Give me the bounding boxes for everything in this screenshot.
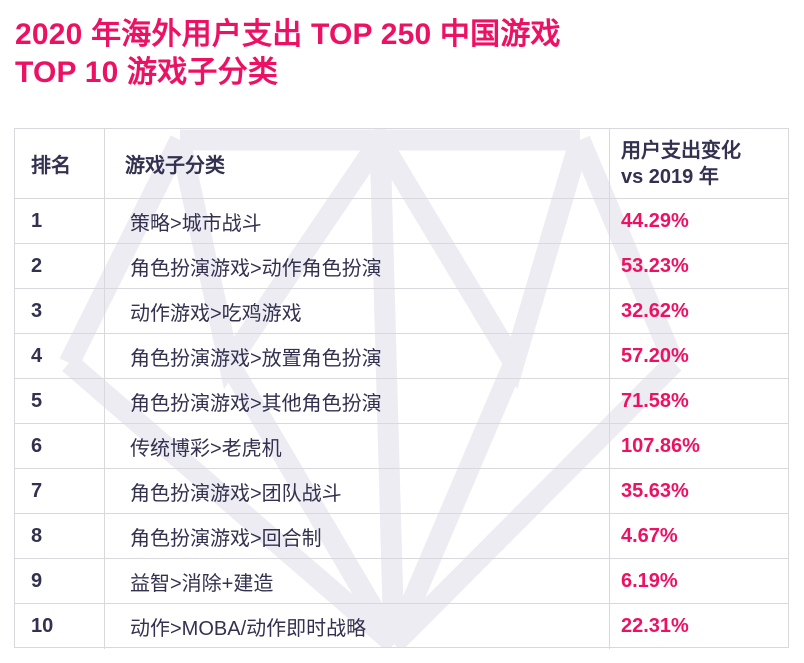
header-spend-change: 用户支出变化 vs 2019 年	[621, 139, 741, 188]
rank-cell: 2	[15, 244, 105, 288]
change-cell: 71.58%	[621, 389, 689, 412]
rank-cell: 1	[15, 199, 105, 243]
change-cell: 6.19%	[621, 569, 678, 592]
ranking-table: 排名 游戏子分类 用户支出变化 vs 2019 年 1 策略>城市战斗 44.2…	[14, 128, 789, 649]
table-row: 9 益智>消除+建造 6.19%	[15, 559, 788, 604]
table-row: 10 动作>MOBA/动作即时战略 22.31%	[15, 604, 788, 649]
change-cell: 4.67%	[621, 524, 678, 547]
table-row: 8 角色扮演游戏>回合制 4.67%	[15, 514, 788, 559]
change-cell: 35.63%	[621, 479, 689, 502]
change-cell: 44.29%	[621, 209, 689, 232]
table-header-row: 排名 游戏子分类 用户支出变化 vs 2019 年	[15, 129, 788, 199]
category-cell: 角色扮演游戏>动作角色扮演	[105, 244, 610, 288]
change-cell: 107.86%	[621, 434, 700, 457]
rank-cell: 5	[15, 379, 105, 423]
rank-cell: 6	[15, 424, 105, 468]
change-cell: 22.31%	[621, 615, 689, 637]
table-row: 3 动作游戏>吃鸡游戏 32.62%	[15, 289, 788, 334]
table-row: 6 传统博彩>老虎机 107.86%	[15, 424, 788, 469]
table-body: 1 策略>城市战斗 44.29% 2 角色扮演游戏>动作角色扮演 53.23% …	[15, 199, 788, 649]
category-cell: 益智>消除+建造	[105, 559, 610, 603]
rank-cell: 10	[15, 604, 105, 649]
category-cell: 传统博彩>老虎机	[105, 424, 610, 468]
table-row: 7 角色扮演游戏>团队战斗 35.63%	[15, 469, 788, 514]
header-rank: 排名	[15, 129, 105, 198]
header-category: 游戏子分类	[105, 129, 610, 198]
category-cell: 角色扮演游戏>放置角色扮演	[105, 334, 610, 378]
table-row: 5 角色扮演游戏>其他角色扮演 71.58%	[15, 379, 788, 424]
table-row: 1 策略>城市战斗 44.29%	[15, 199, 788, 244]
change-cell: 57.20%	[621, 344, 689, 367]
category-cell: 角色扮演游戏>其他角色扮演	[105, 379, 610, 423]
rank-cell: 4	[15, 334, 105, 378]
change-cell: 32.62%	[621, 299, 689, 322]
category-cell: 角色扮演游戏>回合制	[105, 514, 610, 558]
rank-cell: 8	[15, 514, 105, 558]
page-title: 2020 年海外用户支出 TOP 250 中国游戏 TOP 10 游戏子分类	[15, 16, 775, 92]
category-cell: 动作游戏>吃鸡游戏	[105, 289, 610, 333]
page-title-line2: TOP 10 游戏子分类	[15, 56, 279, 89]
rank-cell: 7	[15, 469, 105, 513]
table-row: 2 角色扮演游戏>动作角色扮演 53.23%	[15, 244, 788, 289]
rank-cell: 3	[15, 289, 105, 333]
category-cell: 策略>城市战斗	[105, 199, 610, 243]
ranking-table-container: 排名 游戏子分类 用户支出变化 vs 2019 年 1 策略>城市战斗 44.2…	[14, 128, 789, 649]
table-row: 4 角色扮演游戏>放置角色扮演 57.20%	[15, 334, 788, 379]
change-cell: 53.23%	[621, 254, 689, 277]
page-title-line1: 2020 年海外用户支出 TOP 250 中国游戏	[15, 18, 561, 51]
category-cell: 动作>MOBA/动作即时战略	[105, 604, 610, 649]
category-cell: 角色扮演游戏>团队战斗	[105, 469, 610, 513]
rank-cell: 9	[15, 559, 105, 603]
